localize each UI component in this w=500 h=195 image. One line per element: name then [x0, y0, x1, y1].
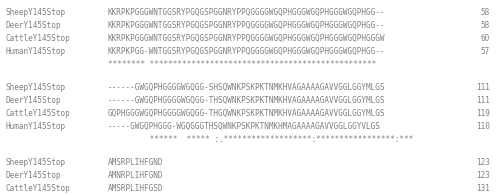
Text: 123: 123 [476, 158, 490, 167]
Text: 58: 58 [481, 21, 490, 30]
Text: 123: 123 [476, 171, 490, 180]
Text: DeerY145Stop: DeerY145Stop [5, 21, 60, 30]
Text: 131: 131 [476, 184, 490, 193]
Text: -----GWGQPHGGG-WGQGGGTHSQWNKPSKPKTNMKHMAGAAAAGAVVGGLGGYVLGS: -----GWGQPHGGG-WGQGGGTHSQWNKPSKPKTNMKHMA… [108, 122, 381, 131]
Text: AMNRPLIHFGND: AMNRPLIHFGND [108, 171, 164, 180]
Text: KKRPKPGGGWNTGGSRYPGQGSPGGNRYPPQGGGGWGQPHGGGWGQPHGGGWGQPHGG--: KKRPKPGGGWNTGGSRYPGQGSPGGNRYPPQGGGGWGQPH… [108, 21, 386, 30]
Text: ------GWGQPHGGGGWGQGG-SHSQWNKPSKPKTNMKHVAGAAAAGAVVGGLGGYMLGS: ------GWGQPHGGGGWGQGG-SHSQWNKPSKPKTNMKHV… [108, 83, 386, 92]
Text: AMSRPLIHFGSD: AMSRPLIHFGSD [108, 184, 164, 193]
Text: 110: 110 [476, 122, 490, 131]
Text: KKRPKPGGGWNTGGSRYPGQGSPGGNRYPPQGGGGWGQPHGGGWGQPHGGGWGQPHGGGW: KKRPKPGGGWNTGGSRYPGQGSPGGNRYPPQGGGGWGQPH… [108, 34, 386, 43]
Text: ------GWGQPHGGGGWGQGG-THSQWNKPSKPKTNMKHVAGAAAAGAVVGGLGGYMLGS: ------GWGQPHGGGGWGQGG-THSQWNKPSKPKTNMKHV… [108, 96, 386, 105]
Text: 119: 119 [476, 109, 490, 118]
Text: SheepY145Stop: SheepY145Stop [5, 83, 65, 92]
Text: 57: 57 [481, 47, 490, 56]
Text: 58: 58 [481, 8, 490, 17]
Text: 60: 60 [481, 34, 490, 43]
Text: CattleY145Stop: CattleY145Stop [5, 34, 70, 43]
Text: SheepY145Stop: SheepY145Stop [5, 8, 65, 17]
Text: CattleY145Stop: CattleY145Stop [5, 184, 70, 193]
Text: HumanY145Stop: HumanY145Stop [5, 122, 65, 131]
Text: ******** *************************************************: ******** *******************************… [108, 60, 376, 69]
Text: CattleY145Stop: CattleY145Stop [5, 109, 70, 118]
Text: GQPHGGGWGQPHGGGGWGQGG-THGQWNKPSKPKTNMKHVAGAAAAGAVVGGLGGYMLGS: GQPHGGGWGQPHGGGGWGQGG-THGQWNKPSKPKTNMKHV… [108, 109, 386, 118]
Text: KKRPKPGGGWNTGGSRYPGQGSPGGNRYPPQGGGGWGQPHGGGWGQPHGGGWGQPHGG--: KKRPKPGGGWNTGGSRYPGQGSPGGNRYPPQGGGGWGQPH… [108, 8, 386, 17]
Text: 111: 111 [476, 96, 490, 105]
Text: AMSRPLIHFGND: AMSRPLIHFGND [108, 158, 164, 167]
Text: HumanY145Stop: HumanY145Stop [5, 47, 65, 56]
Text: DeerY145Stop: DeerY145Stop [5, 96, 60, 105]
Text: DeerY145Stop: DeerY145Stop [5, 171, 60, 180]
Text: SheepY145Stop: SheepY145Stop [5, 158, 65, 167]
Text: KKRPKPGG-WNTGGSRYPGQGSPGGNRYPPQGGGGWGQPHGGGWGQPHGGGWGQPHGG--: KKRPKPGG-WNTGGSRYPGQGSPGGNRYPPQGGGGWGQPH… [108, 47, 386, 56]
Text: 111: 111 [476, 83, 490, 92]
Text: ******  ***** :.*******************:*****************:***: ****** ***** :.*******************:*****… [108, 135, 413, 144]
